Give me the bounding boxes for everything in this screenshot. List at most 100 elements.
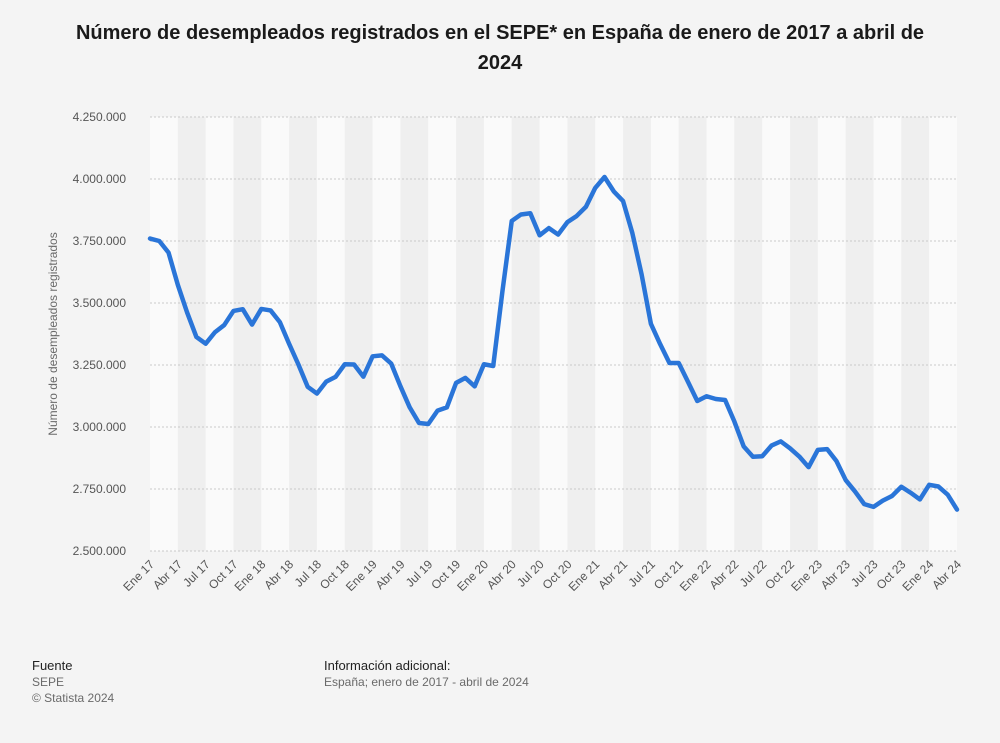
data-point[interactable] [731, 419, 737, 425]
data-point[interactable] [212, 329, 218, 335]
data-point[interactable] [898, 484, 904, 490]
data-point[interactable] [268, 307, 274, 313]
data-point[interactable] [824, 446, 830, 452]
data-point[interactable] [175, 282, 181, 288]
data-point[interactable] [184, 309, 190, 315]
background-band [623, 117, 651, 551]
data-point[interactable] [305, 384, 311, 390]
data-point[interactable] [741, 443, 747, 449]
background-band [929, 117, 957, 551]
data-point[interactable] [926, 482, 932, 488]
data-point[interactable] [639, 271, 645, 277]
data-point[interactable] [759, 453, 765, 459]
data-point[interactable] [796, 454, 802, 460]
data-point[interactable] [166, 250, 172, 256]
data-point[interactable] [833, 458, 839, 464]
y-tick-label: 3.750.000 [73, 234, 127, 248]
data-point[interactable] [518, 211, 524, 217]
data-point[interactable] [843, 477, 849, 483]
data-point[interactable] [648, 321, 654, 327]
data-point[interactable] [602, 174, 608, 180]
data-point[interactable] [657, 341, 663, 347]
background-band [567, 117, 596, 551]
data-point[interactable] [611, 188, 617, 194]
x-tick-label: Ene 18 [232, 557, 269, 594]
data-point[interactable] [889, 493, 895, 499]
data-point[interactable] [147, 236, 153, 242]
data-point[interactable] [685, 379, 691, 385]
data-point[interactable] [629, 230, 635, 236]
data-point[interactable] [453, 380, 459, 386]
data-point[interactable] [360, 374, 366, 380]
data-point[interactable] [472, 383, 478, 389]
data-point[interactable] [342, 361, 348, 367]
data-point[interactable] [295, 362, 301, 368]
data-point[interactable] [193, 334, 199, 340]
data-point[interactable] [666, 360, 672, 366]
data-point[interactable] [787, 445, 793, 451]
data-point[interactable] [945, 492, 951, 498]
data-point[interactable] [806, 464, 812, 470]
data-point[interactable] [768, 443, 774, 449]
data-point[interactable] [583, 204, 589, 210]
background-band [678, 117, 707, 551]
data-point[interactable] [917, 496, 923, 502]
data-point[interactable] [908, 490, 914, 496]
background-band [901, 117, 930, 551]
data-point[interactable] [954, 507, 960, 513]
data-point[interactable] [221, 322, 227, 328]
data-point[interactable] [527, 210, 533, 216]
data-point[interactable] [416, 420, 422, 426]
data-point[interactable] [351, 362, 357, 368]
data-point[interactable] [388, 361, 394, 367]
data-point[interactable] [258, 306, 264, 312]
data-point[interactable] [555, 232, 561, 238]
data-point[interactable] [230, 308, 236, 314]
x-tick-label: Abr 20 [484, 557, 519, 592]
data-point[interactable] [425, 421, 431, 427]
data-point[interactable] [407, 404, 413, 410]
data-point[interactable] [722, 397, 728, 403]
data-point[interactable] [676, 360, 682, 366]
data-point[interactable] [203, 341, 209, 347]
data-point[interactable] [323, 379, 329, 385]
data-point[interactable] [481, 361, 487, 367]
data-point[interactable] [397, 383, 403, 389]
data-point[interactable] [444, 404, 450, 410]
x-tick-label: Abr 17 [150, 557, 185, 592]
data-point[interactable] [852, 488, 858, 494]
data-point[interactable] [462, 375, 468, 381]
background-band [706, 117, 735, 551]
data-point[interactable] [379, 352, 385, 358]
data-point[interactable] [750, 454, 756, 460]
data-point[interactable] [546, 225, 552, 231]
source-name[interactable]: SEPE [32, 675, 65, 689]
data-point[interactable] [277, 319, 283, 325]
data-point[interactable] [592, 185, 598, 191]
data-point[interactable] [156, 238, 162, 244]
data-point[interactable] [370, 353, 376, 359]
line-chart: 2.500.000 2.750.000 3.000.000 3.250.000 3.50… [46, 110, 964, 594]
data-point[interactable] [861, 501, 867, 507]
data-point[interactable] [713, 396, 719, 402]
data-point[interactable] [499, 288, 505, 294]
data-point[interactable] [240, 306, 246, 312]
data-point[interactable] [564, 219, 570, 225]
data-point[interactable] [704, 393, 710, 399]
data-point[interactable] [314, 391, 320, 397]
data-point[interactable] [435, 408, 441, 414]
data-point[interactable] [509, 218, 515, 224]
data-point[interactable] [935, 484, 941, 490]
data-point[interactable] [871, 504, 877, 510]
data-point[interactable] [815, 447, 821, 453]
data-point[interactable] [778, 438, 784, 444]
data-point[interactable] [620, 198, 626, 204]
data-point[interactable] [333, 374, 339, 380]
data-point[interactable] [249, 322, 255, 328]
data-point[interactable] [694, 398, 700, 404]
data-point[interactable] [880, 498, 886, 504]
data-point[interactable] [574, 213, 580, 219]
data-point[interactable] [286, 341, 292, 347]
data-point[interactable] [537, 232, 543, 238]
data-point[interactable] [490, 363, 496, 369]
